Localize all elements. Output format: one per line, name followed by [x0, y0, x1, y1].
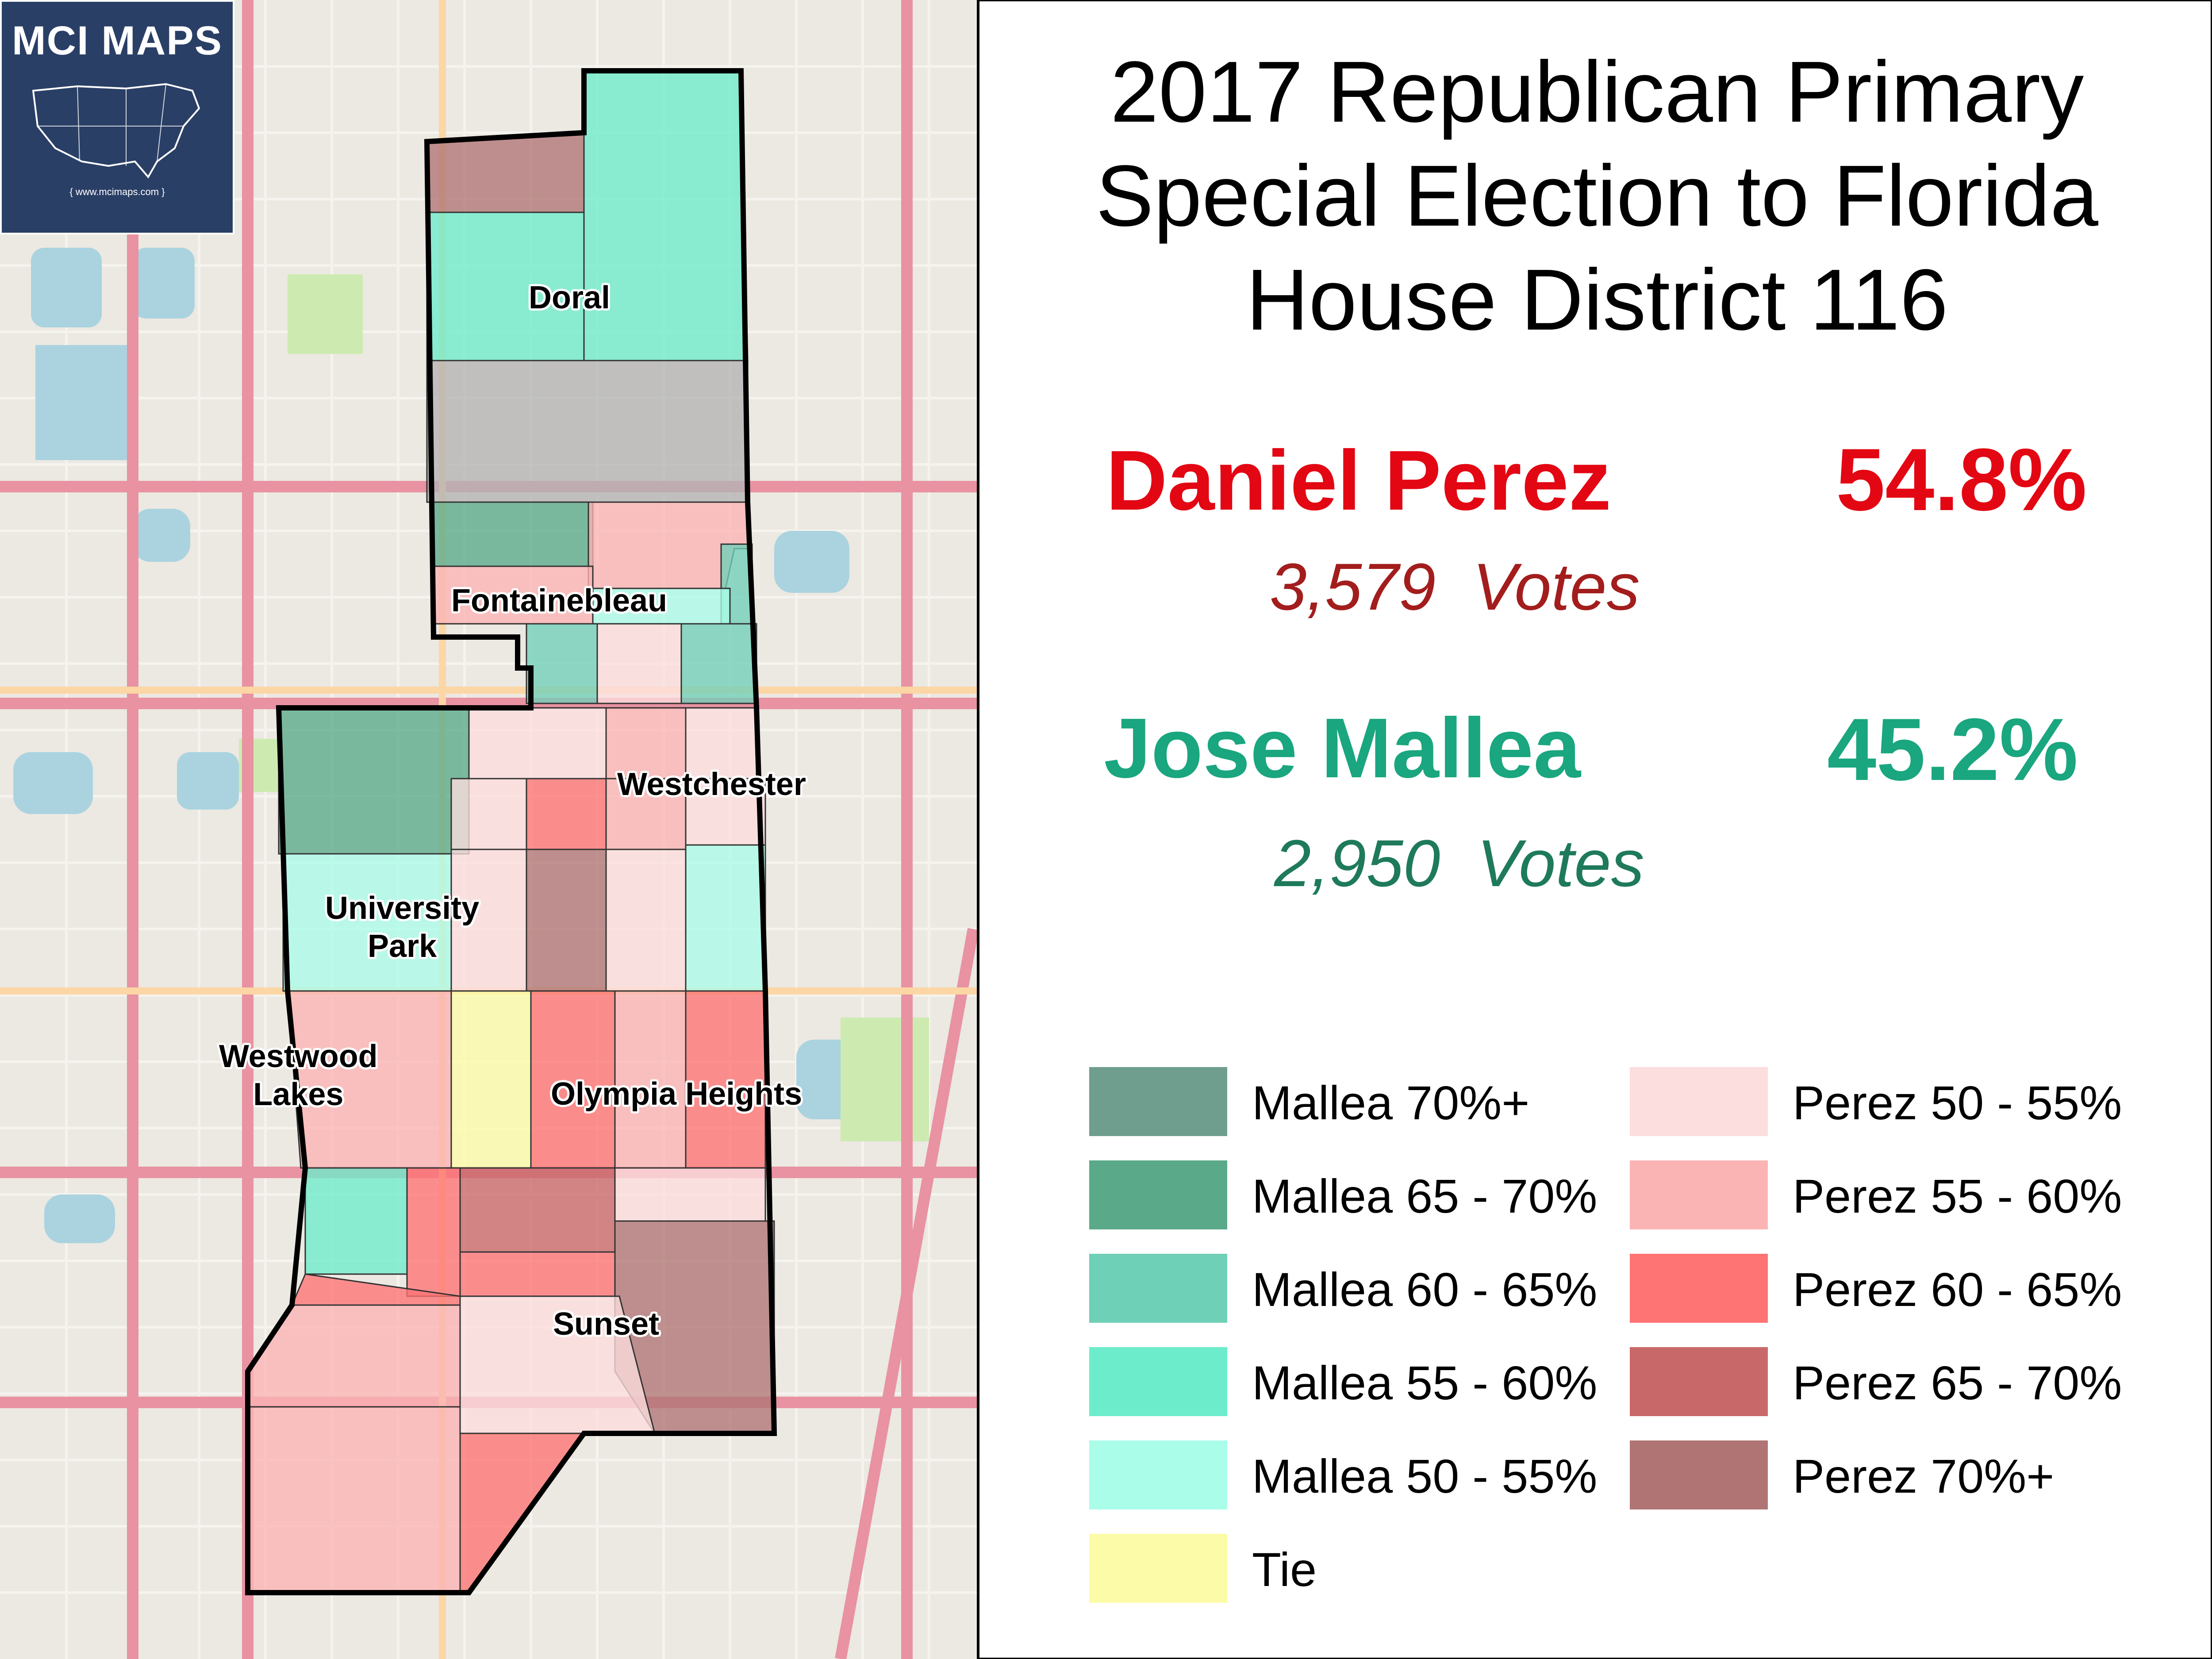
legend-label-mallea-50-55: Mallea 50 - 55% [1252, 1449, 1598, 1503]
map-label-university-park: University Park [325, 889, 479, 966]
legend-swatch-tie [1089, 1534, 1227, 1603]
legend-swatch-mallea-65-70 [1089, 1160, 1227, 1229]
precinct [614, 1167, 766, 1222]
legend-swatch-perez-60-65 [1630, 1254, 1768, 1323]
us-map-icon [32, 83, 200, 179]
candidate-name-mallea: Jose Mallea [1104, 700, 1581, 795]
legend-label-mallea-60-65: Mallea 60 - 65% [1252, 1263, 1598, 1316]
map-panel[interactable]: Doral Fontainebleau Westchester Universi… [0, 0, 979, 1659]
candidate-pct-mallea: 45.2% [1827, 700, 2078, 799]
legend-label-perez-55-60: Perez 55 - 60% [1793, 1169, 2122, 1223]
precinct [468, 707, 607, 780]
precinct [426, 360, 749, 503]
candidate-name-perez: Daniel Perez [1106, 433, 1611, 528]
precinct [596, 623, 682, 704]
map-label-university-park-line2: Park [368, 929, 437, 964]
logo-url: { www.mcimaps.com } [69, 186, 165, 197]
water-bodies [13, 248, 858, 1243]
legend-label-perez-70-plus: Perez 70%+ [1793, 1449, 2055, 1503]
candidate-pct-perez: 54.8% [1836, 430, 2087, 529]
legend-label-mallea-55-60: Mallea 55 - 60% [1252, 1356, 1598, 1409]
precinct [526, 849, 607, 992]
legend-label-perez-65-70: Perez 65 - 70% [1793, 1356, 2122, 1409]
legend-swatch-perez-65-70 [1630, 1347, 1768, 1416]
candidate-votes-perez: 3,579 Votes [1270, 549, 1640, 624]
logo-title: MCI MAPS [12, 18, 223, 63]
map-label-westchester: Westchester [617, 767, 806, 802]
precinct [450, 990, 532, 1169]
precinct [605, 849, 687, 992]
legend-label-mallea-65-70: Mallea 65 - 70% [1252, 1169, 1598, 1223]
legend-swatch-mallea-60-65 [1089, 1254, 1227, 1323]
legend-swatch-mallea-70-plus [1089, 1067, 1227, 1136]
map-label-fontainebleau: Fontainebleau [451, 583, 668, 618]
precinct [426, 132, 585, 213]
map-label-olympia-heights: Olympia Heights [551, 1076, 803, 1112]
legend-swatch-mallea-55-60 [1089, 1347, 1227, 1416]
precinct [526, 623, 598, 704]
mci-maps-logo: MCI MAPS { www.mcimaps.com } [0, 0, 234, 234]
title-line-3: House District 116 [1246, 251, 1948, 349]
precinct [406, 1167, 461, 1297]
page-title: 2017 Republican Primary Special Election… [982, 40, 2212, 352]
legend-label-tie: Tie [1252, 1543, 1317, 1596]
legend-swatch-perez-50-55 [1630, 1067, 1768, 1136]
parks [239, 274, 929, 1141]
legend-swatch-perez-55-60 [1630, 1160, 1768, 1229]
precinct [459, 1251, 616, 1297]
precinct [685, 844, 766, 992]
title-line-2: Special Election to Florida [1095, 147, 2099, 245]
map-label-westwood-lakes: Westwood Lakes [219, 1037, 378, 1114]
candidate-votes-mallea: 2,950 Votes [1274, 826, 1644, 900]
legend-label-perez-60-65: Perez 60 - 65% [1793, 1263, 2122, 1316]
legend-swatch-mallea-50-55 [1089, 1440, 1227, 1509]
precinct [433, 501, 594, 567]
map-label-doral: Doral [529, 280, 611, 315]
district-boundary [245, 68, 777, 1595]
precinct [450, 778, 527, 850]
precinct [247, 1406, 461, 1594]
legend-label-mallea-70-plus: Mallea 70%+ [1252, 1076, 1530, 1129]
precincts [247, 70, 775, 1594]
map-label-sunset: Sunset [553, 1306, 660, 1342]
precinct [278, 707, 470, 855]
precinct [583, 70, 749, 361]
precinct [680, 623, 757, 704]
map-label-university-park-line1: University [325, 891, 480, 926]
title-line-1: 2017 Republican Primary [1110, 43, 2084, 140]
precinct [459, 1167, 616, 1253]
district-map[interactable] [0, 0, 977, 1659]
legend-label-perez-50-55: Perez 50 - 55% [1793, 1076, 2122, 1129]
map-label-westwood-lakes-line2: Lakes [253, 1077, 344, 1113]
precinct [526, 778, 607, 850]
legend-swatch-perez-70-plus [1630, 1440, 1768, 1509]
map-label-westwood-lakes-line1: Westwood [219, 1039, 378, 1074]
precinct [304, 1167, 408, 1275]
